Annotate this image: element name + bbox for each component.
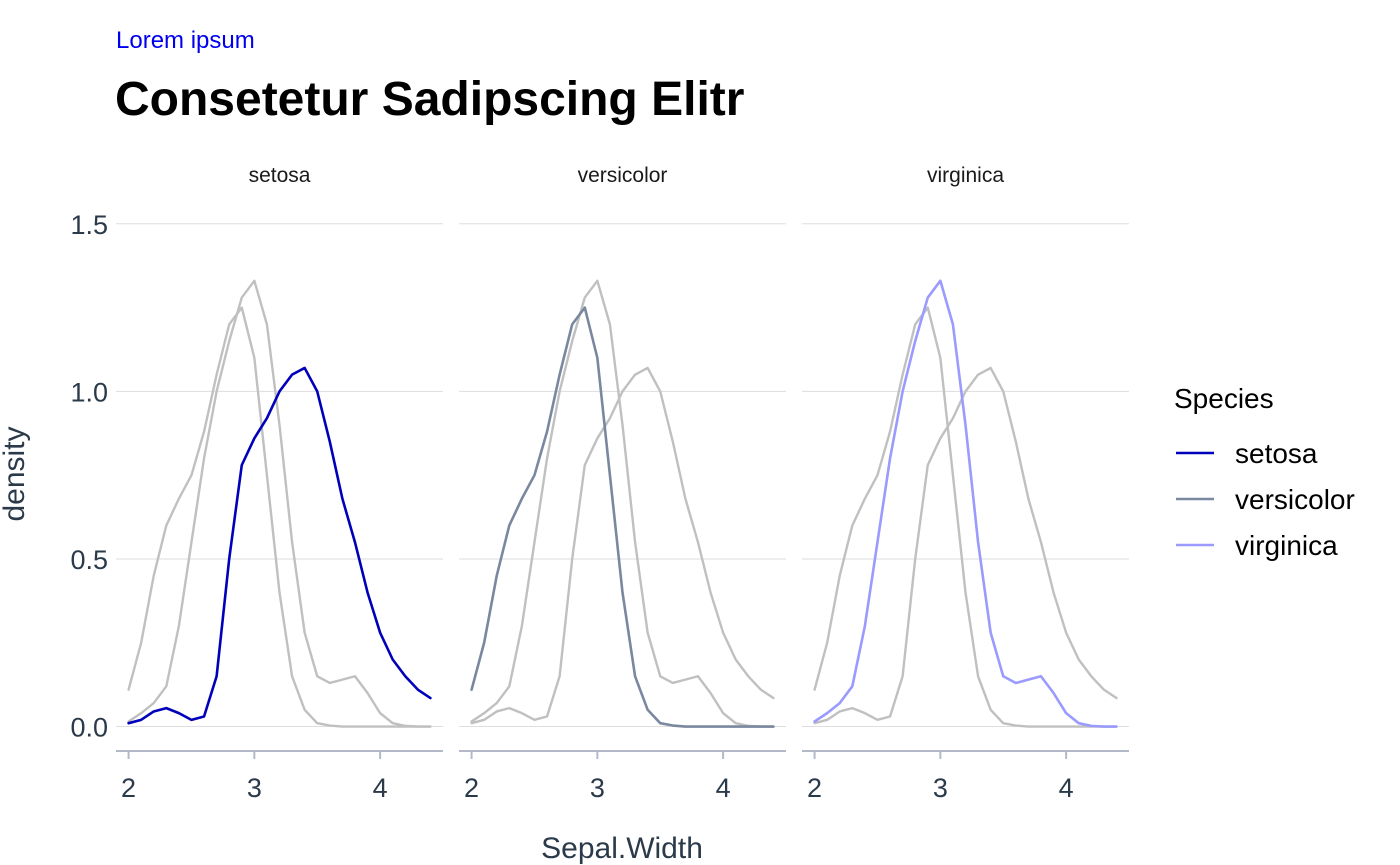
facet-strip-setosa: setosa xyxy=(249,164,311,187)
legend-label-virginica: virginica xyxy=(1235,530,1338,561)
y-axis-title: density xyxy=(0,426,31,521)
legend-label-setosa: setosa xyxy=(1235,438,1318,469)
background-density-line-virginica-in-setosa xyxy=(127,279,432,728)
facet-strip-virginica: virginica xyxy=(927,164,1004,187)
x-tick-label: 2 xyxy=(464,773,479,803)
y-tick-label: 0.0 xyxy=(70,713,108,743)
chart-subtitle: Lorem ipsum xyxy=(116,27,255,54)
density-line-versicolor-in-versicolor xyxy=(470,306,775,728)
facet-strip-versicolor: versicolor xyxy=(578,164,668,187)
x-tick-label: 3 xyxy=(590,773,605,803)
density-line-virginica-in-virginica xyxy=(813,279,1118,728)
x-tick-label: 3 xyxy=(247,773,262,803)
background-density-line-versicolor-in-setosa xyxy=(127,306,432,728)
density-line-setosa-in-setosa xyxy=(127,366,432,725)
x-tick-label: 2 xyxy=(121,773,136,803)
legend-label-versicolor: versicolor xyxy=(1235,484,1355,515)
background-density-line-setosa-in-virginica xyxy=(813,366,1118,725)
y-tick-label: 0.5 xyxy=(70,545,108,575)
x-tick-label: 2 xyxy=(807,773,822,803)
x-tick-label: 3 xyxy=(933,773,948,803)
x-tick-label: 4 xyxy=(373,773,388,803)
x-tick-label: 4 xyxy=(1059,773,1074,803)
y-tick-label: 1.0 xyxy=(70,377,108,407)
x-axis-title: Sepal.Width xyxy=(541,832,703,865)
x-tick-label: 4 xyxy=(716,773,731,803)
background-density-line-versicolor-in-virginica xyxy=(813,306,1118,728)
chart-title: Consetetur Sadipscing Elitr xyxy=(115,73,745,126)
background-density-line-virginica-in-versicolor xyxy=(470,279,775,728)
y-tick-label: 1.5 xyxy=(70,210,108,240)
legend-title: Species xyxy=(1174,383,1274,414)
background-density-line-setosa-in-versicolor xyxy=(470,366,775,725)
